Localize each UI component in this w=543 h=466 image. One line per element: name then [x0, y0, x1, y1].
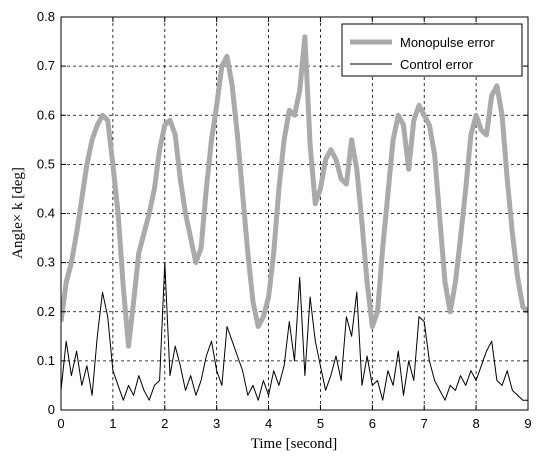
series-line-control-error — [61, 262, 528, 401]
y-tick-label: 0.8 — [37, 9, 55, 24]
series-line-monopulse-error — [61, 34, 528, 349]
y-tick-label: 0.2 — [37, 304, 55, 319]
series-layer — [61, 34, 528, 401]
x-tick-label: 5 — [317, 416, 324, 431]
ticks — [60, 16, 529, 411]
y-tick-label: 0.6 — [37, 107, 55, 122]
x-tick-label: 3 — [213, 416, 220, 431]
legend: Monopulse error Control error — [341, 23, 523, 77]
x-tick-label: 2 — [161, 416, 168, 431]
x-tick-label: 0 — [57, 416, 64, 431]
y-tick-label: 0.5 — [37, 156, 55, 171]
y-tick-label: 0.1 — [37, 353, 55, 368]
y-tick-label: 0.3 — [37, 255, 55, 270]
x-tick-label: 7 — [421, 416, 428, 431]
x-tick-label: 6 — [369, 416, 376, 431]
tick-labels: 0 1 2 3 4 5 6 7 8 9 0 0.1 0.2 0.3 0.4 0.5 0.6 0.7 0.8 — [37, 9, 532, 431]
y-tick-label: 0.4 — [37, 206, 55, 221]
x-tick-label: 8 — [472, 416, 479, 431]
x-tick-label: 4 — [265, 416, 272, 431]
x-axis-label: Time [second] — [251, 436, 338, 452]
y-axis-label: Angle× k [deg] — [10, 167, 26, 259]
x-tick-label: 9 — [524, 416, 531, 431]
legend-box — [341, 23, 523, 77]
y-tick-label: 0 — [48, 402, 55, 417]
legend-label-monopulse-error: Monopulse error — [400, 35, 495, 50]
x-tick-label: 1 — [109, 416, 116, 431]
legend-label-control-error: Control error — [400, 57, 474, 72]
y-tick-label: 0.7 — [37, 58, 55, 73]
